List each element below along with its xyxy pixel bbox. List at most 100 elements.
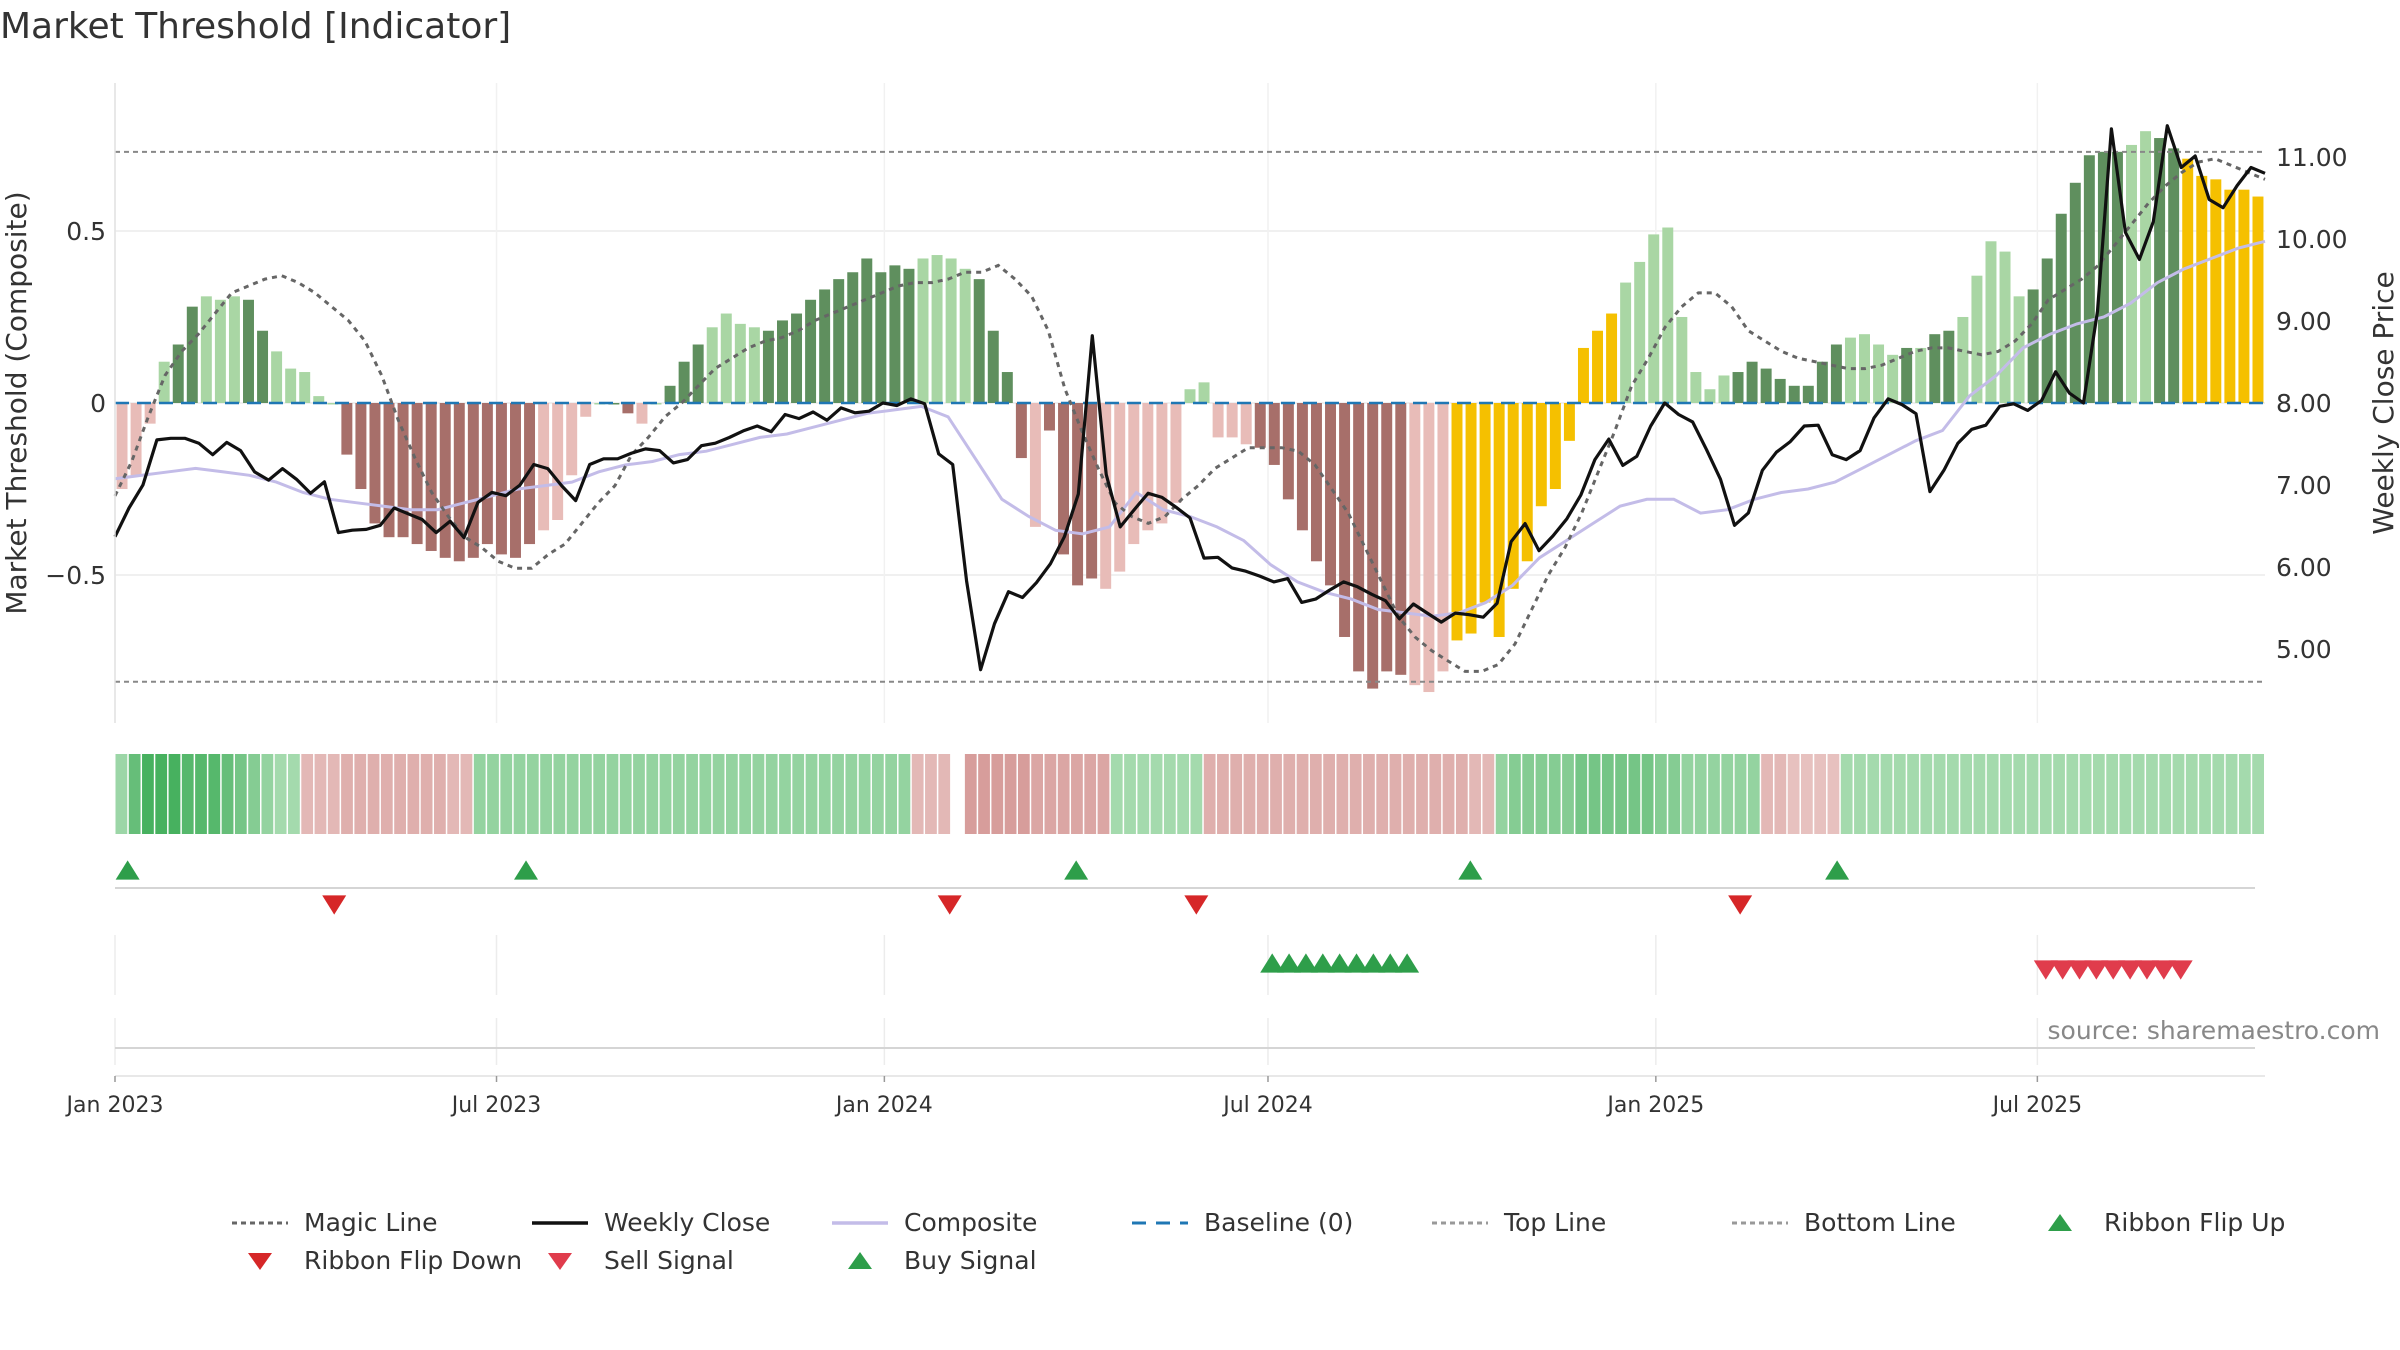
ribbon-cell xyxy=(2185,754,2198,834)
composite-line xyxy=(114,239,2266,618)
ribbon-cell xyxy=(925,754,937,834)
composite-bar xyxy=(481,403,493,545)
composite-bar xyxy=(1058,403,1070,555)
ribbon-flip-down-marker xyxy=(322,895,347,915)
ribbon-cell xyxy=(1071,754,1083,834)
legend-swatch xyxy=(848,1251,872,1269)
composite-bar xyxy=(200,296,212,403)
composite-bar xyxy=(1507,403,1519,589)
ribbon-cell xyxy=(1243,754,1256,834)
ribbon-cell xyxy=(2079,754,2092,834)
composite-bar xyxy=(1142,403,1154,531)
grid xyxy=(114,83,2265,1065)
ribbon-cell xyxy=(1482,754,1495,834)
legend-item[interactable]: Sell Signal xyxy=(530,1246,734,1275)
composite-bar xyxy=(130,403,142,476)
series-lines xyxy=(113,124,2266,673)
legend-label: Buy Signal xyxy=(904,1246,1037,1275)
ribbon-cell xyxy=(1933,754,1946,834)
composite-bar xyxy=(1479,403,1491,603)
x-tick-label: Jan 2023 xyxy=(65,1093,164,1118)
ribbon-cell xyxy=(327,754,340,834)
ribbon-cell xyxy=(1840,754,1853,834)
x-axis: Jan 2023 Jul 2023 Jan 2024 Jul 2024 Jan 2025… xyxy=(65,1076,2082,1118)
triangle-up-icon xyxy=(2048,1213,2072,1231)
legend-item[interactable]: Top Line xyxy=(1430,1208,1606,1237)
legend-swatch xyxy=(2048,1213,2072,1231)
sell-signal-marker xyxy=(2033,960,2058,980)
ribbon-cell xyxy=(1628,754,1641,834)
composite-bar xyxy=(1704,389,1716,403)
composite-bar xyxy=(720,313,732,403)
composite-bar xyxy=(425,403,437,551)
legend-label: Weekly Close xyxy=(604,1208,771,1237)
legend-label: Sell Signal xyxy=(604,1246,734,1275)
ribbon-cell xyxy=(473,754,486,834)
legend-item[interactable]: Ribbon Flip Up xyxy=(2030,1208,2285,1237)
ribbon-flip-down-marker xyxy=(1184,895,1209,915)
ribbon-cell xyxy=(1004,754,1017,834)
composite-bar xyxy=(214,299,226,403)
ribbon-cell xyxy=(1562,754,1574,834)
ribbon-cell xyxy=(845,754,858,834)
ribbon-cell xyxy=(1721,754,1734,834)
buy-signal-marker xyxy=(1310,953,1335,973)
legend-item[interactable]: Magic Line xyxy=(230,1208,438,1237)
ribbon-cell xyxy=(1655,754,1667,834)
ribbon-cell xyxy=(1376,754,1389,834)
composite-bar xyxy=(833,279,845,403)
ribbon-cell xyxy=(1177,754,1189,834)
ribbon-cell xyxy=(885,754,898,834)
ribbon-cell xyxy=(1137,754,1150,834)
composite-bar xyxy=(1212,403,1224,438)
ribbon-cell xyxy=(1017,754,1030,834)
composite-bar xyxy=(1563,403,1575,441)
ribbon-cell xyxy=(1734,754,1747,834)
legend-swatch xyxy=(548,1252,572,1270)
composite-bar xyxy=(1184,389,1196,403)
ribbon-cell xyxy=(1774,754,1787,834)
ribbon-cell xyxy=(1110,754,1123,834)
legend-item[interactable]: Composite xyxy=(830,1208,1037,1237)
composite-bar xyxy=(1971,275,1983,403)
composite-bar xyxy=(411,403,423,545)
ribbon-cell xyxy=(1084,754,1097,834)
composite-bar xyxy=(1648,234,1660,403)
right-tick-label: 8.00 xyxy=(2276,389,2332,418)
ribbon-cell xyxy=(1960,754,1973,834)
composite-bar xyxy=(2083,155,2095,403)
right-tick-label: 9.00 xyxy=(2276,307,2332,336)
dotted-line-icon xyxy=(1432,1221,1488,1224)
composite-bar xyxy=(636,403,648,424)
ribbon-cell xyxy=(752,754,765,834)
ribbon-cell xyxy=(2039,754,2052,834)
ribbon-flip-down-marker xyxy=(937,895,962,915)
composite-bar xyxy=(566,403,578,476)
composite-bar xyxy=(1409,403,1421,686)
composite-bar xyxy=(271,351,283,403)
legend-item[interactable]: Ribbon Flip Down xyxy=(230,1246,522,1275)
composite-bar xyxy=(2238,189,2250,403)
buy-signal-marker xyxy=(1361,953,1386,973)
ribbon-cell xyxy=(1827,754,1840,834)
legend-item[interactable]: Weekly Close xyxy=(530,1208,770,1237)
legend-item[interactable]: Buy Signal xyxy=(830,1246,1037,1275)
ribbon-cell xyxy=(407,754,420,834)
composite-bar xyxy=(1746,361,1758,403)
ribbon-cell xyxy=(672,754,685,834)
legend-label: Composite xyxy=(904,1208,1038,1237)
ribbon-cell xyxy=(779,754,791,834)
legend-item[interactable]: Bottom Line xyxy=(1730,1208,1956,1237)
composite-bar xyxy=(1254,403,1266,448)
ribbon-cell xyxy=(288,754,300,834)
ribbon-cell xyxy=(553,754,566,834)
ribbon-cell xyxy=(513,754,526,834)
composite-bar xyxy=(1592,330,1603,403)
legend-label: Top Line xyxy=(1504,1208,1607,1237)
ribbon-strip xyxy=(115,754,2264,834)
composite-bar xyxy=(1844,337,1856,403)
legend-item[interactable]: Baseline (0) xyxy=(1130,1208,1353,1237)
ribbon-cell xyxy=(341,754,353,834)
composite-bar xyxy=(622,403,634,414)
ribbon-cell xyxy=(871,754,884,834)
